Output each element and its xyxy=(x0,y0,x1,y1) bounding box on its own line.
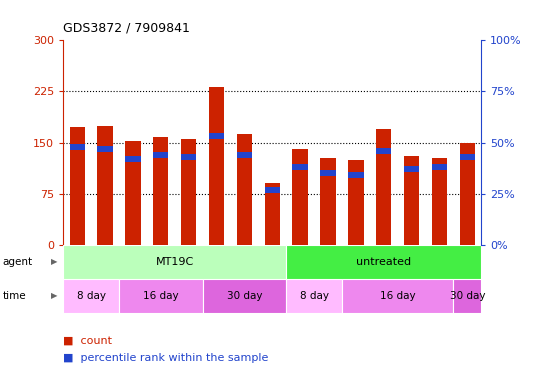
Text: ▶: ▶ xyxy=(51,257,58,266)
Text: time: time xyxy=(3,291,26,301)
Bar xyxy=(63,245,286,279)
Bar xyxy=(432,157,447,245)
Bar xyxy=(69,127,85,245)
Bar xyxy=(460,142,475,245)
Bar xyxy=(181,154,196,160)
Bar xyxy=(153,137,168,245)
Bar xyxy=(286,245,481,279)
Bar xyxy=(286,279,342,313)
Text: agent: agent xyxy=(3,257,33,267)
Text: ■  count: ■ count xyxy=(63,336,112,346)
Bar xyxy=(376,129,392,245)
Text: 8 day: 8 day xyxy=(300,291,328,301)
Bar xyxy=(348,172,364,178)
Bar xyxy=(376,148,392,154)
Text: 30 day: 30 day xyxy=(227,291,262,301)
Bar xyxy=(432,164,447,170)
Bar xyxy=(153,152,168,158)
Bar xyxy=(320,170,336,176)
Text: GDS3872 / 7909841: GDS3872 / 7909841 xyxy=(63,22,190,35)
Bar xyxy=(265,184,280,245)
Bar xyxy=(119,279,202,313)
Bar xyxy=(453,279,481,313)
Bar xyxy=(320,158,336,245)
Bar xyxy=(348,160,364,245)
Bar xyxy=(125,141,141,245)
Bar xyxy=(63,279,119,313)
Bar xyxy=(404,166,419,172)
Bar xyxy=(265,187,280,193)
Bar xyxy=(69,144,85,150)
Text: ▶: ▶ xyxy=(51,291,58,300)
Text: untreated: untreated xyxy=(356,257,411,267)
Bar xyxy=(97,146,113,152)
Bar xyxy=(202,279,286,313)
Bar xyxy=(460,154,475,160)
Bar xyxy=(181,139,196,245)
Bar xyxy=(209,133,224,139)
Bar xyxy=(404,156,419,245)
Bar xyxy=(342,279,453,313)
Text: MT19C: MT19C xyxy=(156,257,194,267)
Bar xyxy=(209,87,224,245)
Text: 16 day: 16 day xyxy=(380,291,415,301)
Text: 30 day: 30 day xyxy=(449,291,485,301)
Text: 16 day: 16 day xyxy=(143,291,179,301)
Text: ■  percentile rank within the sample: ■ percentile rank within the sample xyxy=(63,353,268,363)
Text: 8 day: 8 day xyxy=(76,291,106,301)
Bar xyxy=(293,164,308,170)
Bar xyxy=(97,126,113,245)
Bar xyxy=(236,134,252,245)
Bar xyxy=(293,149,308,245)
Bar xyxy=(125,156,141,162)
Bar xyxy=(236,152,252,158)
